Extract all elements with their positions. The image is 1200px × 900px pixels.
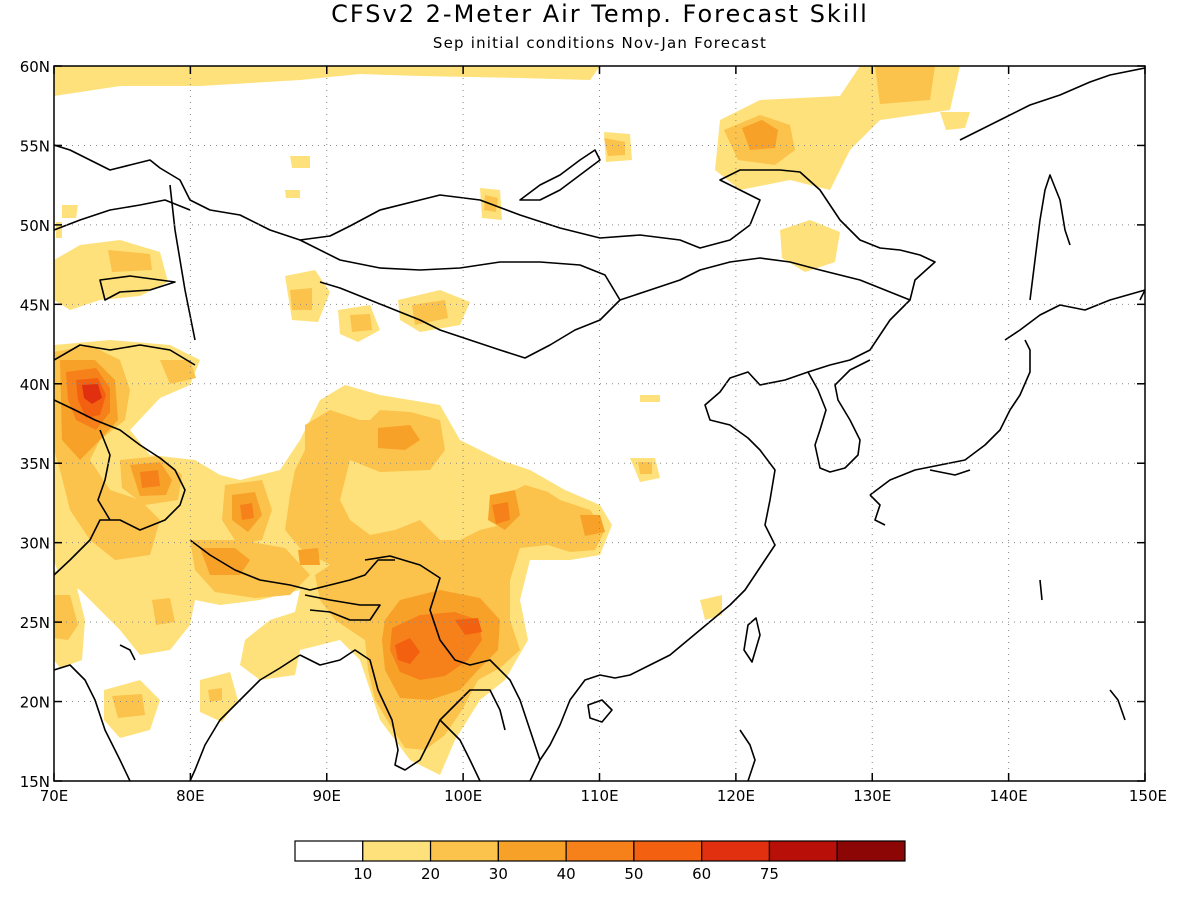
legend-swatch [836,840,906,862]
lon-tick-label: 100E [444,787,482,805]
lat-tick-label: 20N [20,694,50,712]
coastlines-and-borders [54,67,1145,781]
lat-tick-label: 15N [20,773,50,791]
legend-swatch [565,840,635,862]
lon-tick-label: 120E [717,787,755,805]
lat-tick-label: 55N [20,137,50,155]
lat-tick-label: 40N [20,376,50,394]
lat-axis: 60N 55N 50N 45N 40N 35N 30N 25N 20N 15N [20,58,1145,791]
legend-label: 60 [692,865,711,883]
lat-tick-label: 25N [20,614,50,632]
lat-tick-label: 30N [20,535,50,553]
legend-swatch [497,840,567,862]
lon-tick-label: 150E [1129,787,1167,805]
lat-tick-label: 45N [20,296,50,314]
legend-swatch [362,840,432,862]
lon-tick-label: 110E [580,787,618,805]
lon-tick-label: 140E [990,787,1028,805]
legend-label: 10 [353,865,372,883]
legend-swatch [429,840,499,862]
legend-swatch [633,840,703,862]
skill-field [54,66,970,775]
legend-label: 75 [760,865,779,883]
lat-tick-label: 60N [20,58,50,76]
lon-tick-label: 90E [312,787,341,805]
map-frame [53,65,1146,782]
legend-swatch [701,840,771,862]
legend-label: 30 [489,865,508,883]
lon-tick-label: 130E [853,787,891,805]
lon-tick-label: 70E [40,787,69,805]
legend-label: 50 [624,865,643,883]
lat-tick-label: 35N [20,455,50,473]
legend-label: 40 [557,865,576,883]
legend-swatch [294,840,364,862]
lat-tick-label: 50N [20,217,50,235]
legend-label: 20 [421,865,440,883]
lon-tick-label: 80E [176,787,205,805]
legend-swatch [768,840,838,862]
chart-subtitle: Sep initial conditions Nov-Jan Forecast [432,34,768,52]
color-legend: 10 20 30 40 50 60 75 [294,840,906,883]
lon-axis: 70E 80E 90E 100E 110E 120E 130E 140E 150E [40,66,1167,805]
gridlines [54,66,1145,781]
chart-title: CFSv2 2-Meter Air Temp. Forecast Skill [331,0,869,28]
